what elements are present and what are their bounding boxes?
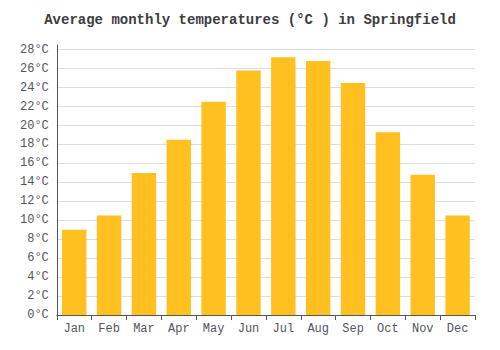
svg-text:22°C: 22°C (20, 100, 49, 114)
svg-text:Jul: Jul (273, 322, 295, 336)
svg-text:4°C: 4°C (27, 270, 49, 284)
svg-text:Apr: Apr (168, 322, 190, 336)
svg-text:2°C: 2°C (27, 289, 49, 303)
svg-text:Average monthly temperatures (: Average monthly temperatures (°C ) in Sp… (44, 12, 456, 28)
svg-text:12°C: 12°C (20, 194, 49, 208)
svg-text:10°C: 10°C (20, 213, 49, 227)
svg-text:18°C: 18°C (20, 137, 49, 151)
svg-text:8°C: 8°C (27, 232, 49, 246)
svg-text:28°C: 28°C (20, 43, 49, 57)
svg-text:May: May (203, 322, 225, 336)
svg-text:Jun: Jun (238, 322, 260, 336)
svg-text:20°C: 20°C (20, 119, 49, 133)
svg-text:Mar: Mar (133, 322, 155, 336)
svg-text:0°C: 0°C (27, 308, 49, 322)
svg-text:16°C: 16°C (20, 156, 49, 170)
svg-text:Aug: Aug (307, 322, 329, 336)
svg-text:6°C: 6°C (27, 251, 49, 265)
svg-text:26°C: 26°C (20, 62, 49, 76)
svg-text:14°C: 14°C (20, 175, 49, 189)
svg-text:Sep: Sep (342, 322, 364, 336)
svg-text:24°C: 24°C (20, 81, 49, 95)
svg-text:Feb: Feb (98, 322, 120, 336)
svg-text:Nov: Nov (412, 322, 434, 336)
svg-text:Oct: Oct (377, 322, 399, 336)
svg-text:Dec: Dec (447, 322, 469, 336)
svg-text:Jan: Jan (63, 322, 85, 336)
